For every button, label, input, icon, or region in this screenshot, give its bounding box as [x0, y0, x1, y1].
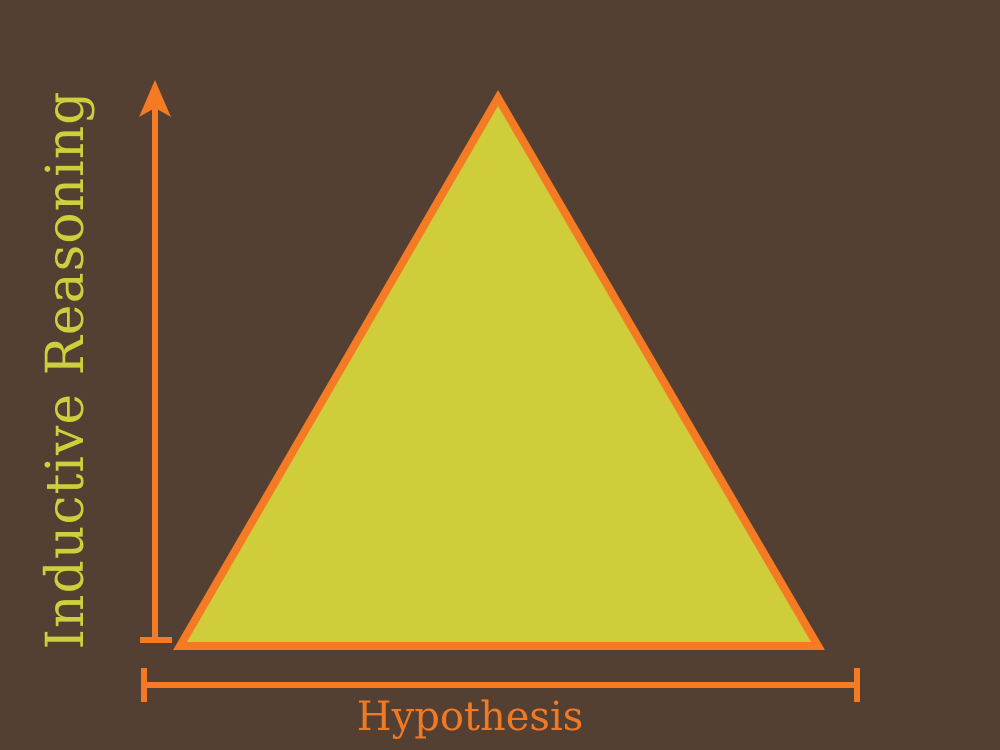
x-axis-bracket [141, 668, 860, 702]
pyramid-triangle [173, 90, 825, 650]
y-axis-label: Inductive Reasoning [36, 90, 96, 650]
y-axis-arrow [139, 80, 172, 643]
arrowhead-up-icon [139, 80, 171, 117]
x-axis-label: Hypothesis [356, 694, 584, 740]
